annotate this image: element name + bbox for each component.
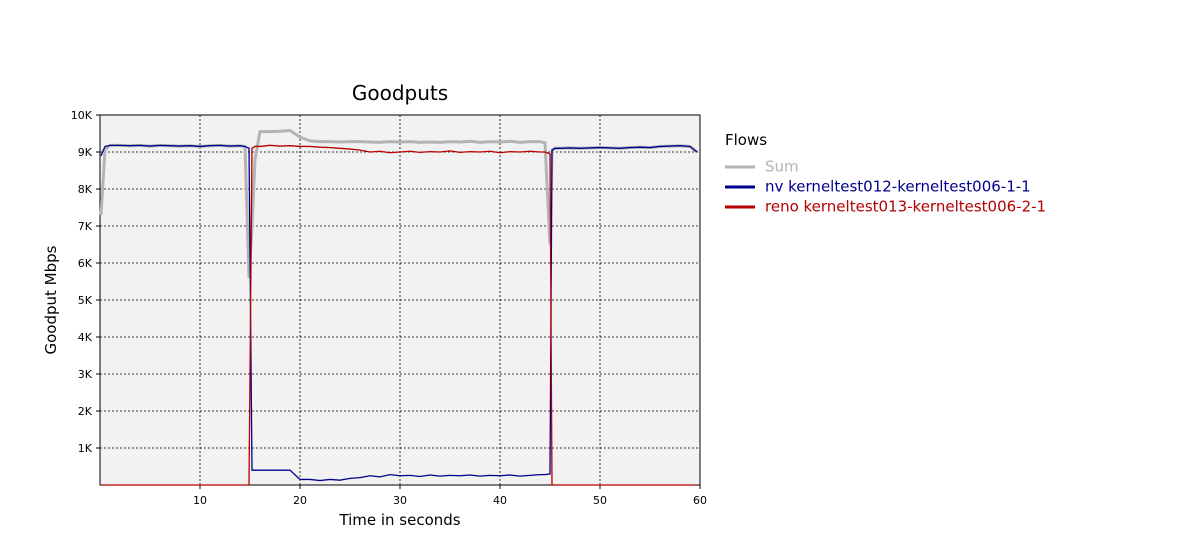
x-tick-label: 30 <box>393 494 407 507</box>
legend-label: reno kerneltest013-kerneltest006-2-1 <box>765 198 1046 216</box>
x-tick-label: 50 <box>593 494 607 507</box>
y-tick-label: 9K <box>78 146 93 159</box>
y-tick-label: 8K <box>78 183 93 196</box>
x-tick-label: 60 <box>693 494 707 507</box>
y-tick-label: 7K <box>78 220 93 233</box>
plot-border <box>99 114 701 486</box>
x-tick-label: 40 <box>493 494 507 507</box>
y-tick-label: 6K <box>78 257 93 270</box>
x-axis-label: Time in seconds <box>338 511 460 529</box>
y-tick-label: 5K <box>78 294 93 307</box>
y-tick-label: 3K <box>78 368 93 381</box>
y-axis-label: Goodput Mbps <box>42 245 60 354</box>
chart-title: Goodputs <box>352 81 448 105</box>
legend-label: Sum <box>765 158 799 176</box>
y-tick-label: 10K <box>71 109 93 122</box>
y-tick-label: 1K <box>78 442 93 455</box>
series-line <box>101 144 697 486</box>
series-line <box>100 144 698 482</box>
y-tick-label: 2K <box>78 405 93 418</box>
x-tick-label: 20 <box>293 494 307 507</box>
x-tick-label: 10 <box>193 494 207 507</box>
legend-title: Flows <box>725 131 767 149</box>
legend-label: nv kerneltest012-kerneltest006-1-1 <box>765 178 1031 196</box>
y-tick-label: 4K <box>78 331 93 344</box>
